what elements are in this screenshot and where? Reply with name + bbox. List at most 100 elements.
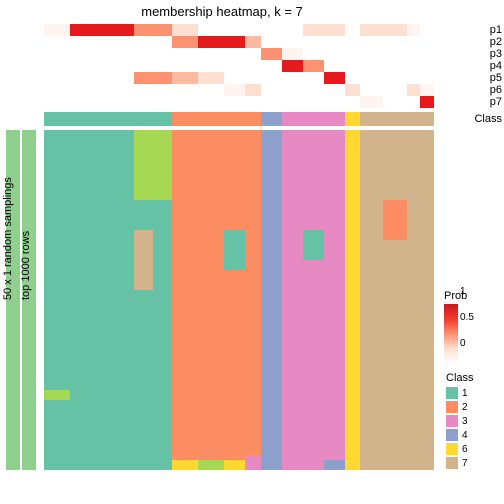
p-row-labels: p1p2p3p4p5p6p7 [490, 24, 502, 108]
prob-gradient [444, 304, 458, 364]
heatmap-cell [134, 230, 153, 290]
class-legend-item: 3 [446, 414, 502, 428]
prob-cell [198, 72, 224, 84]
heatmap-cell [282, 130, 303, 470]
prob-cell [324, 96, 345, 108]
prob-cell [360, 84, 383, 96]
prob-cell [224, 84, 245, 96]
prob-row [44, 24, 434, 36]
heatmap-column [134, 130, 153, 470]
prob-cell [224, 72, 245, 84]
prob-cell [153, 60, 172, 72]
class-cell [153, 112, 172, 126]
prob-cell [360, 24, 383, 36]
heatmap-cell [324, 130, 345, 460]
prob-cell [153, 36, 172, 48]
prob-cell [198, 84, 224, 96]
prob-cell [245, 84, 261, 96]
prob-cell [261, 36, 282, 48]
heatmap-cell [172, 460, 198, 470]
class-legend-title: Class [446, 372, 502, 384]
class-cell [407, 112, 421, 126]
prob-cell [70, 84, 102, 96]
prob-cell [102, 24, 134, 36]
heatmap-cell [172, 130, 198, 460]
class-swatch [446, 415, 458, 427]
p-label: p1 [490, 24, 502, 36]
prob-cell [324, 48, 345, 60]
prob-cell [245, 72, 261, 84]
prob-cell [345, 24, 360, 36]
prob-cell [345, 72, 360, 84]
prob-cell [420, 48, 434, 60]
heatmap-cell [153, 130, 172, 200]
heatmap-column [44, 130, 70, 470]
class-legend-label: 3 [462, 416, 468, 427]
prob-cell [420, 60, 434, 72]
prob-cell [172, 60, 198, 72]
prob-legend: Prob 10.50 [444, 290, 502, 364]
prob-cell [245, 60, 261, 72]
p-label: p2 [490, 36, 502, 48]
prob-cell [261, 84, 282, 96]
prob-cell [420, 96, 434, 108]
prob-cell [420, 24, 434, 36]
prob-cell [303, 72, 324, 84]
prob-cell [303, 84, 324, 96]
prob-row [44, 60, 434, 72]
class-cell [102, 112, 134, 126]
prob-cell [44, 72, 70, 84]
class-cell [198, 112, 224, 126]
prob-cell [134, 72, 153, 84]
heatmap-cell [245, 455, 261, 470]
heatmap-cell [224, 230, 245, 270]
prob-cell [282, 36, 303, 48]
p-label: p3 [490, 48, 502, 60]
prob-cell [224, 48, 245, 60]
class-cell [345, 112, 360, 126]
prob-cell [282, 60, 303, 72]
prob-cell [360, 96, 383, 108]
prob-cell [172, 72, 198, 84]
prob-cell [261, 48, 282, 60]
heatmap-column [303, 130, 324, 470]
class-swatch [446, 429, 458, 441]
prob-cell [172, 84, 198, 96]
prob-cell [360, 60, 383, 72]
class-legend-label: 2 [462, 402, 468, 413]
p-label: p6 [490, 84, 502, 96]
prob-cell [102, 72, 134, 84]
prob-cell [102, 96, 134, 108]
prob-cell [70, 96, 102, 108]
prob-cell [44, 84, 70, 96]
prob-cell [407, 72, 421, 84]
prob-cell [102, 48, 134, 60]
class-band [44, 112, 434, 126]
prob-cell [303, 48, 324, 60]
heatmap-column [420, 130, 434, 470]
heatmap-cell [360, 130, 383, 470]
prob-cell [245, 48, 261, 60]
prob-cell [383, 24, 406, 36]
prob-cell [70, 72, 102, 84]
prob-tick: 0.5 [460, 312, 474, 323]
class-cell [261, 112, 282, 126]
class-cell [224, 112, 245, 126]
heatmap-column [261, 130, 282, 470]
prob-cell [303, 60, 324, 72]
prob-cell [44, 96, 70, 108]
class-cell [282, 112, 303, 126]
prob-cell [134, 60, 153, 72]
prob-cell [134, 24, 153, 36]
prob-cell [282, 96, 303, 108]
class-legend-label: 7 [462, 458, 468, 469]
prob-cell [407, 36, 421, 48]
prob-cell [102, 84, 134, 96]
class-legend: Class 123467 [446, 372, 502, 470]
heatmap-cell [303, 130, 324, 230]
prob-cell [44, 36, 70, 48]
heatmap-column [153, 130, 172, 470]
prob-cell [134, 84, 153, 96]
prob-cell [420, 36, 434, 48]
heatmap-cell [245, 130, 261, 455]
